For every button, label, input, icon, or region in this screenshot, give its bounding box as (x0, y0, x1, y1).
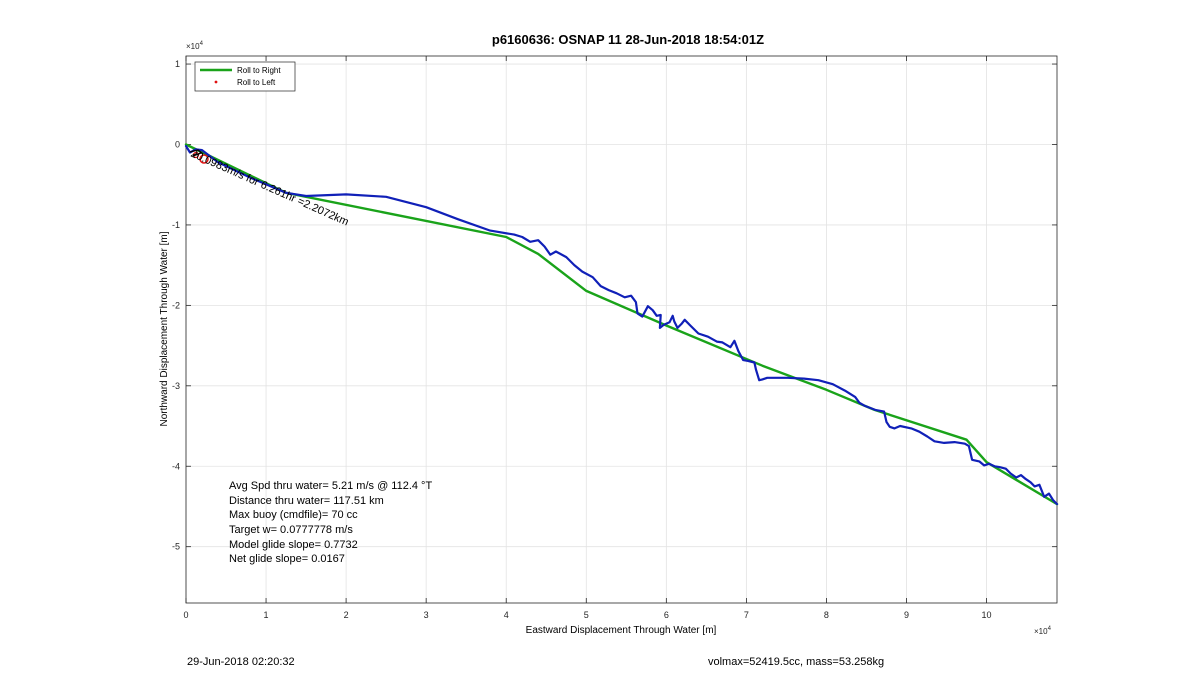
start-marker-red-2 (192, 151, 200, 159)
y-tick-label: -3 (172, 381, 180, 391)
svg-text:×104: ×104 (1034, 626, 1052, 636)
series-group (184, 143, 1059, 506)
start-markers (189, 149, 209, 164)
y-exponent-base: ×10 (186, 42, 200, 51)
footer-date: 29-Jun-2018 02:20:32 (187, 656, 295, 668)
chart-title: p6160636: OSNAP 11 28-Jun-2018 18:54:01Z (492, 32, 764, 47)
y-axis: 1 0 -1 -2 -3 -4 -5 (172, 59, 1057, 552)
legend-label-roll-right: Roll to Right (237, 66, 281, 75)
y-exponent-label: ×104 (186, 41, 204, 51)
x-tick-label: 0 (183, 610, 188, 620)
y-axis-label: Northward Displacement Through Water [m] (159, 231, 170, 426)
x-tick-label: 5 (584, 610, 589, 620)
series-line-roll-right (184, 143, 1059, 506)
y-exponent-power: 4 (200, 41, 204, 47)
x-axis-label: Eastward Displacement Through Water [m] (526, 625, 717, 636)
x-tick-label: 4 (504, 610, 509, 620)
x-exponent-label: ×104 (1034, 626, 1052, 636)
stat-target-w: Target w= 0.0777778 m/s (229, 524, 353, 536)
x-tick-label: 9 (904, 610, 909, 620)
x-tick-label: 8 (824, 610, 829, 620)
x-tick-label: 6 (664, 610, 669, 620)
y-tick-label: -2 (172, 300, 180, 310)
grid (185, 56, 1057, 603)
x-exponent-base: ×10 (1034, 627, 1048, 636)
stat-distance: Distance thru water= 117.51 km (229, 495, 384, 507)
y-tick-label: 0 (175, 139, 180, 149)
y-tick-label: -4 (172, 461, 180, 471)
stats-block: Avg Spd thru water= 5.21 m/s @ 112.4 °T … (229, 480, 432, 565)
y-tick-label: 1 (175, 59, 180, 69)
stat-model-glide: Model glide slope= 0.7732 (229, 539, 358, 551)
x-axis: 0 1 2 3 4 5 6 7 8 9 10 (183, 56, 992, 620)
svg-text:×104: ×104 (186, 41, 204, 51)
legend: Roll to Right Roll to Left (194, 61, 296, 92)
y-tick-label: -5 (172, 542, 180, 552)
start-marker-black (189, 149, 204, 157)
x-tick-label: 2 (344, 610, 349, 620)
plot-frame (185, 55, 1058, 604)
y-tick-label: -1 (172, 220, 180, 230)
start-marker-red (199, 154, 209, 164)
stat-max-buoy: Max buoy (cmdfile)= 70 cc (229, 509, 358, 521)
x-exponent-power: 4 (1048, 626, 1052, 632)
stat-avg-speed: Avg Spd thru water= 5.21 m/s @ 112.4 °T (229, 480, 432, 492)
x-tick-label: 3 (424, 610, 429, 620)
stat-net-glide: Net glide slope= 0.0167 (229, 553, 345, 565)
x-tick-label: 7 (744, 610, 749, 620)
x-tick-label: 10 (982, 610, 992, 620)
footer-info: volmax=52419.5cc, mass=53.258kg (708, 656, 885, 668)
legend-swatch-roll-left (214, 80, 218, 84)
series-line-track (184, 145, 1059, 506)
legend-box (194, 61, 296, 92)
legend-label-roll-left: Roll to Left (237, 78, 276, 87)
x-tick-label: 1 (264, 610, 269, 620)
